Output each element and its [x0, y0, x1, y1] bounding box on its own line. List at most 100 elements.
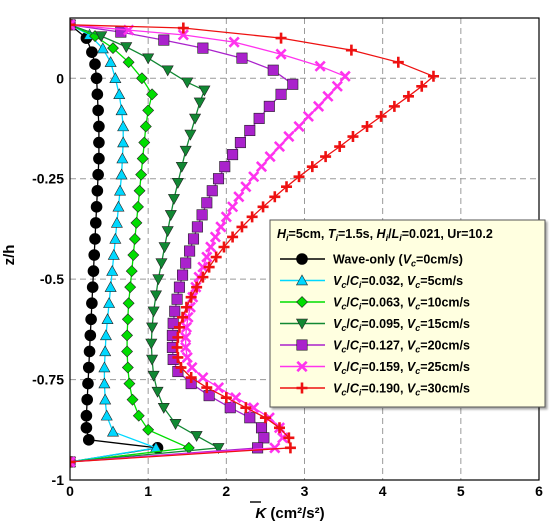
data-point [112, 200, 125, 212]
data-point [99, 393, 112, 405]
data-point [99, 329, 112, 341]
x-axis-title: K (cm²/s²) [255, 505, 324, 522]
legend-entry-6: Vc​/Ci​=0.159, Vc​=25cm/s [280, 360, 470, 376]
data-point [81, 393, 93, 406]
data-point [244, 124, 256, 137]
data-point [80, 421, 93, 434]
data-point [244, 412, 256, 424]
series-3 [70, 18, 195, 468]
data-point [180, 341, 192, 354]
data-point [177, 22, 189, 34]
data-point [173, 321, 185, 333]
data-point [157, 402, 170, 414]
legend-swatch-marker [295, 318, 309, 330]
data-point [115, 168, 128, 180]
data-point [124, 281, 137, 294]
data-point [402, 90, 414, 102]
data-point [306, 161, 318, 173]
data-point [218, 241, 230, 253]
legend-swatch-marker [295, 274, 309, 286]
data-point [93, 136, 105, 149]
data-point [169, 305, 181, 317]
data-point [186, 361, 198, 374]
data-point [302, 110, 315, 123]
data-point [149, 290, 162, 302]
data-point [130, 216, 143, 229]
data-point [101, 313, 114, 325]
data-point [193, 97, 206, 109]
data-point [275, 88, 287, 100]
data-point [203, 390, 215, 402]
data-point [228, 36, 240, 48]
data-point [84, 329, 97, 342]
data-point [171, 293, 183, 305]
data-point [269, 442, 281, 454]
data-point [70, 456, 76, 468]
data-point [191, 221, 203, 233]
data-point [92, 168, 104, 181]
data-point [203, 261, 215, 273]
data-point [322, 90, 334, 102]
data-point [375, 110, 387, 122]
data-point [209, 231, 221, 243]
data-point [117, 136, 130, 148]
data-point [138, 136, 151, 149]
data-point [147, 306, 160, 318]
data-point [95, 31, 108, 43]
data-point [273, 140, 286, 153]
data-point [180, 257, 192, 269]
data-point [219, 161, 231, 173]
data-point [98, 377, 111, 389]
data-point [128, 233, 141, 245]
legend-label: Vc​/Ci​=0.032, Vc​=5cm/s [333, 274, 463, 290]
data-point [185, 372, 197, 384]
data-point [171, 341, 183, 353]
x-axis-unit: (cm²/s²) [266, 505, 324, 522]
data-point [89, 233, 101, 245]
data-point [103, 297, 116, 308]
legend-entry-4: Vc​/Ci​=0.095, Vc​=15cm/s [280, 317, 470, 333]
y-tick-label: -0.75 [32, 372, 64, 388]
data-point [201, 197, 213, 209]
y-tick-label: 0 [56, 70, 64, 86]
data-point [123, 377, 136, 390]
data-point [287, 78, 299, 90]
data-point [161, 65, 174, 77]
data-point [136, 152, 149, 165]
data-point [345, 44, 357, 56]
legend-entry-5: Vc​/Ci​=0.127, Vc​=20cm/s [280, 339, 470, 355]
data-point [100, 409, 113, 421]
data-point [142, 104, 155, 117]
series-line [70, 24, 435, 463]
data-point [110, 216, 123, 228]
data-point [122, 297, 135, 310]
data-point [85, 313, 97, 326]
x-tick-label: 2 [222, 483, 230, 499]
legend-label: Vc​/Ci​=0.063, Vc​=10cm/s [333, 296, 470, 312]
data-point [197, 261, 209, 273]
data-point [86, 297, 98, 310]
data-point [172, 351, 184, 363]
data-point [281, 181, 293, 193]
data-point [125, 265, 138, 278]
data-point [116, 152, 129, 164]
data-point [86, 281, 99, 293]
data-point [109, 72, 122, 83]
data-point [284, 442, 296, 454]
data-point [181, 77, 194, 89]
series-layer [70, 18, 439, 469]
data-point [226, 201, 239, 213]
data-point [392, 56, 404, 68]
data-point [164, 210, 177, 221]
data-point [201, 251, 213, 263]
legend-swatch-marker [296, 382, 308, 394]
data-point [169, 419, 182, 430]
data-point [122, 56, 135, 69]
data-point [220, 392, 232, 404]
data-point [152, 274, 165, 286]
data-point [126, 393, 139, 406]
data-point [273, 422, 285, 434]
data-point [190, 431, 203, 442]
data-point [416, 80, 428, 92]
